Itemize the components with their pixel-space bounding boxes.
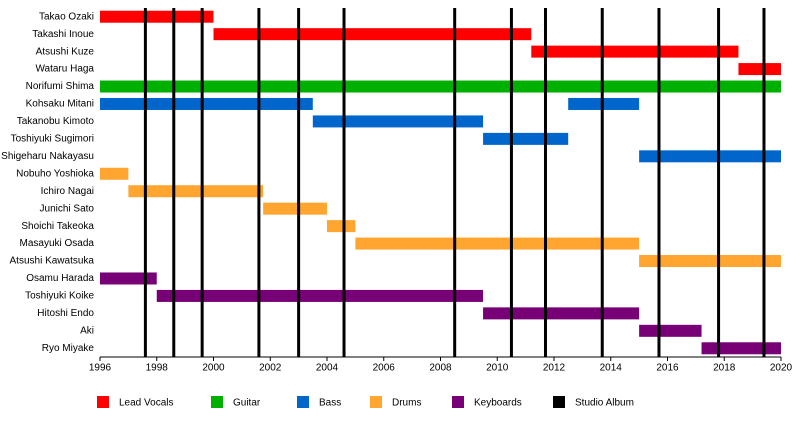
y-tick-label: Toshiyuki Koike [25,291,94,302]
x-tick-label: 2016 [656,363,679,374]
y-tick-label: Masayuki Osada [20,238,95,249]
y-tick-label: Hitoshi Endo [37,308,94,319]
legend-label: Studio Album [575,398,634,409]
bar [483,307,640,320]
bar [100,97,313,110]
y-tick-label: Shoichi Takeoka [21,221,94,232]
bar [128,185,264,198]
bar [639,324,702,337]
legend-label: Lead Vocals [119,398,174,409]
y-tick-label: Takanobu Kimoto [17,116,95,127]
bar [327,220,356,233]
x-tick-label: 2012 [543,363,566,374]
x-tick-label: 2014 [600,363,623,374]
y-tick-label: Toshiyuki Sugimori [11,134,94,145]
y-tick-label: Osamu Harada [26,273,94,284]
x-tick-label: 1996 [89,363,112,374]
legend-label: Keyboards [474,398,522,409]
y-tick-label: Atsushi Kuze [36,46,95,57]
y-tick-label: Takao Ozaki [39,11,94,22]
x-tick-label: 2010 [486,363,509,374]
bar [263,202,327,215]
x-tick-label: 2018 [713,363,736,374]
y-tick-label: Shigeharu Nakayasu [1,151,94,162]
x-tick-label: 2000 [202,363,225,374]
y-tick-label: Junichi Sato [40,203,95,214]
legend-swatch [370,396,382,408]
x-tick-label: 2002 [259,363,282,374]
bar [156,289,484,302]
x-tick-label: 2006 [373,363,396,374]
x-tick-label: 2020 [770,363,793,374]
legend-swatch [97,396,109,408]
legend-swatch [211,396,223,408]
legend-label: Drums [392,398,421,409]
y-tick-label: Ryo Miyake [42,343,95,354]
bar [100,272,157,285]
y-tick-label: Takashi Inoue [32,29,94,40]
legend-swatch [297,396,309,408]
y-tick-label: Wataru Haga [35,64,94,75]
bar [100,80,781,93]
y-tick-label: Ichiro Nagai [41,186,94,197]
bar [355,237,640,250]
y-tick-label: Norifumi Shima [26,81,95,92]
bar [639,255,781,268]
bar [531,45,739,58]
bar [639,150,781,163]
legend-swatch [553,396,565,408]
legend-label: Guitar [233,398,261,409]
x-tick-label: 1998 [146,363,169,374]
x-tick-label: 2008 [429,363,452,374]
bar [483,132,569,145]
y-tick-label: Atsushi Kawatsuka [10,256,95,267]
bar [312,115,484,128]
bar [100,10,214,23]
legend-label: Bass [319,398,341,409]
legend-swatch [452,396,464,408]
x-tick-label: 2004 [316,363,339,374]
bar [701,342,781,355]
y-tick-label: Aki [80,325,94,336]
bar [100,167,129,180]
y-tick-label: Kohsaku Mitani [26,99,94,110]
bar [738,63,781,76]
y-tick-label: Nobuho Yoshioka [16,168,94,179]
bar [213,28,532,41]
